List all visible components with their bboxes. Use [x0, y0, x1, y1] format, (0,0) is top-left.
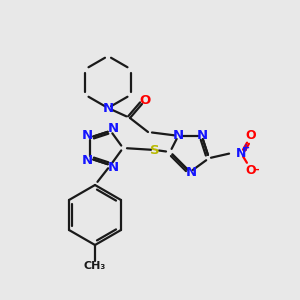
Text: O: O [246, 164, 256, 177]
Text: N: N [197, 129, 208, 142]
Text: N: N [82, 129, 93, 142]
Text: CH₃: CH₃ [84, 261, 106, 271]
Text: N: N [82, 154, 93, 167]
Text: N: N [108, 160, 119, 174]
Text: -: - [255, 165, 259, 175]
Text: N: N [236, 147, 246, 160]
Text: N: N [102, 101, 114, 115]
Text: N: N [108, 122, 119, 135]
Text: O: O [246, 129, 256, 142]
Text: N: N [173, 129, 184, 142]
Text: N: N [185, 166, 197, 178]
Text: +: + [242, 143, 250, 153]
Text: O: O [140, 94, 151, 107]
Text: S: S [150, 143, 160, 157]
